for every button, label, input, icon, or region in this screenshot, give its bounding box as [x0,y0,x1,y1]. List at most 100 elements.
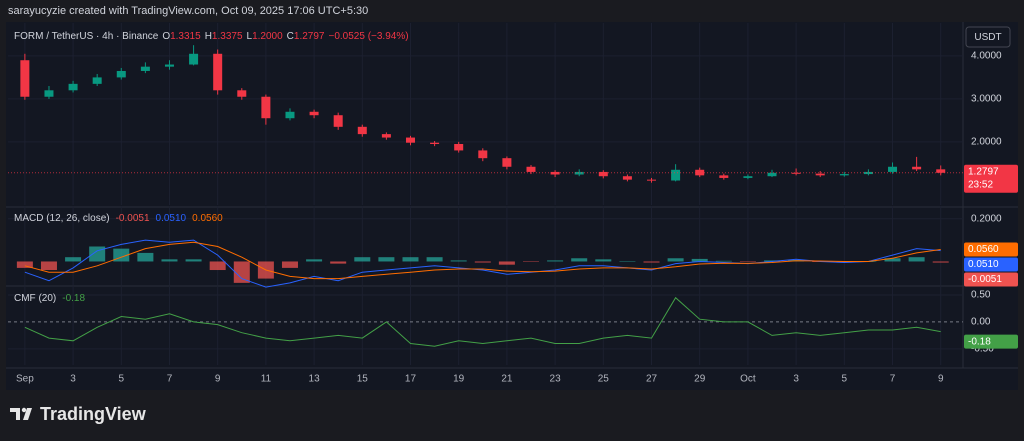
y-tick-label: 4.0000 [971,51,1002,62]
countdown: 23:52 [968,179,993,190]
candle-body [140,66,150,71]
histogram-bar [908,257,925,262]
candle-body [430,142,440,144]
candle-body [888,166,898,172]
histogram-bar [522,261,539,262]
currency-button[interactable] [965,26,1011,48]
brand-name: TradingView [40,404,147,424]
candle-body [478,150,488,159]
histogram-bar [547,260,564,262]
x-tick-label: 19 [453,374,465,385]
candle-body [44,90,54,97]
ohlc-key: L [247,31,253,42]
candle-body [68,83,78,91]
logo-mark [10,408,20,420]
y-tick-label: 3.0000 [971,94,1002,105]
ohlc-key: O [162,31,170,42]
x-tick-label: 7 [890,374,896,385]
ohlc-key: H [205,31,212,42]
price-tag [964,257,1018,272]
histogram-bar [884,258,901,262]
x-tick-label: 9 [215,374,221,385]
price-tag [964,164,1018,193]
histogram-bar [715,260,732,262]
histogram-bar [185,259,202,262]
x-tick-label: 15 [357,374,369,385]
candle-body [815,173,825,176]
y-tick-label: 0.00 [971,317,991,328]
currency-label[interactable]: USDT [974,32,1001,43]
histogram-bar [619,261,636,262]
cmf-line [24,296,941,347]
candle-body [839,174,849,176]
ohlc-key: C [287,31,294,42]
histogram-bar [306,259,323,262]
histogram-bar [667,258,684,262]
signal-value: 0.0560 [192,213,223,224]
logo-mark [23,408,32,420]
brand-logo [10,407,32,420]
histogram-bar [137,252,154,262]
histogram-bar [450,260,467,262]
change: −0.0525 (−3.94%) [329,31,409,42]
candle-body [454,143,464,151]
price-tag-label: 1.2797 [968,166,999,177]
histogram-bar [233,261,250,283]
legend: MACD (12, 26, close) -0.0051 0.0510 0.0560 [14,213,223,224]
candle-body [767,172,777,177]
indicator-title: MACD (12, 26, close) [14,213,110,224]
x-tick-label: 27 [646,374,658,385]
candle-body [285,111,295,119]
candle-body [574,171,584,175]
price-tag [964,242,1018,257]
histogram-bar [402,257,419,262]
y-tick-label: 0.50 [971,290,991,301]
x-tick-label: 29 [694,374,706,385]
histogram-bar [739,261,756,262]
histogram-bar [474,261,491,263]
ohlc-value: 1.3375 [212,31,243,42]
x-tick-label: 7 [167,374,173,385]
chart-panel [6,22,1018,390]
candle-body [261,96,271,119]
candle-body [333,115,343,127]
x-tick-label: 25 [598,374,610,385]
candle-body [164,64,174,67]
candle-body [357,126,367,135]
x-tick-label: Oct [740,374,756,385]
histogram-bar [65,257,82,262]
candle-body [598,171,608,177]
candle-body [526,166,536,172]
histogram-bar [643,261,660,263]
y-tick-label: -0.50 [971,343,994,354]
candle-body [20,60,30,97]
candle-body [309,111,319,116]
signal-line [24,241,941,280]
histogram-bar [932,261,949,263]
x-tick-label: 11 [261,374,272,385]
histogram-bar [161,259,178,262]
histogram-bar [330,261,347,264]
histogram-bar [498,261,515,265]
price-tag-label: 0.0510 [968,259,999,270]
histogram-bar [89,246,106,262]
candle-body [912,166,922,170]
histogram-bar [16,261,33,268]
candle-body [671,169,681,181]
candle-body [719,175,729,178]
candle-body [405,137,415,143]
y-tick-label: 2.0000 [971,136,1002,147]
x-tick-label: 23 [550,374,562,385]
x-tick-label: 13 [309,374,321,385]
candle-body [695,169,705,176]
y-tick-label: 0.2000 [971,213,1002,224]
histogram-bar [571,258,588,262]
x-tick-label: 21 [501,374,513,385]
macd-line [24,239,941,288]
price-tag-label: 0.0560 [968,244,999,255]
price-tag [964,334,1018,349]
x-tick-label: 9 [938,374,944,385]
x-tick-label: Sep [16,374,34,385]
x-tick-label: 5 [842,374,848,385]
